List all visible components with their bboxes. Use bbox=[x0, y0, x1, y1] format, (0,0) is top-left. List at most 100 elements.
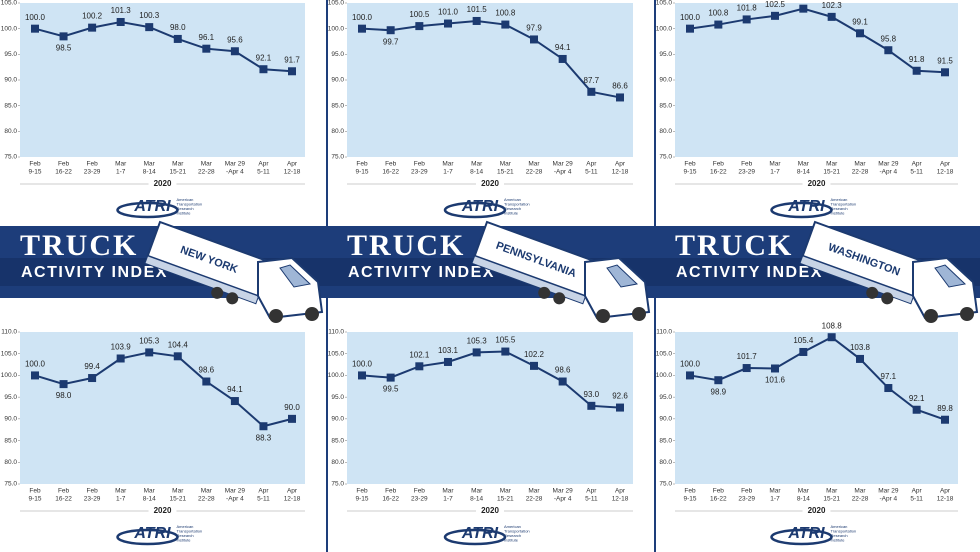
x-tick-label: Mar 29 bbox=[553, 161, 574, 168]
value-label: 101.3 bbox=[111, 6, 132, 15]
value-label: 101.0 bbox=[438, 8, 459, 17]
x-tick-label: 8-14 bbox=[470, 496, 483, 503]
x-tick-label: 1-7 bbox=[770, 169, 780, 176]
x-axis-label: 2020 bbox=[808, 506, 826, 515]
marker bbox=[31, 371, 39, 380]
value-label: 90.0 bbox=[284, 403, 300, 412]
x-tick-label: 15-21 bbox=[497, 169, 514, 176]
value-label: 91.8 bbox=[909, 55, 925, 64]
x-tick-label: Feb bbox=[713, 488, 725, 495]
marker bbox=[415, 362, 424, 371]
value-label: 105.5 bbox=[495, 336, 516, 345]
x-tick-label: Feb bbox=[356, 488, 368, 495]
x-tick-label: Apr bbox=[615, 488, 626, 495]
x-tick-label: Feb bbox=[741, 488, 753, 495]
x-tick-label: 15-21 bbox=[823, 496, 840, 503]
x-tick-label: 16-22 bbox=[382, 169, 399, 176]
marker bbox=[742, 15, 751, 24]
x-label-bg bbox=[476, 179, 504, 189]
value-label: 98.6 bbox=[555, 366, 571, 375]
value-label: 94.1 bbox=[227, 385, 243, 394]
truck: NEW YORK bbox=[144, 220, 273, 305]
y-tick-label: 85.0 bbox=[4, 102, 17, 109]
value-label: 108.8 bbox=[822, 321, 843, 330]
logo: ATRI bbox=[787, 525, 825, 542]
marker bbox=[856, 354, 864, 363]
logo-text: Transportation bbox=[177, 202, 203, 207]
marker bbox=[116, 354, 125, 363]
value-label: 91.5 bbox=[937, 56, 953, 65]
x-tick-label: Feb bbox=[87, 161, 99, 168]
logo-text: Institute bbox=[831, 211, 846, 216]
marker bbox=[288, 414, 296, 423]
x-tick-label: Feb bbox=[385, 161, 397, 168]
y-tick-label: 95.0 bbox=[4, 394, 17, 401]
series-line bbox=[689, 336, 946, 421]
logo-text: Research bbox=[504, 206, 521, 211]
wheel bbox=[553, 292, 566, 305]
x-tick-label: Apr bbox=[287, 161, 298, 168]
value-label: 104.4 bbox=[168, 340, 189, 349]
x-tick-label: 23-29 bbox=[84, 496, 101, 503]
marker bbox=[145, 23, 154, 32]
x-tick-label: 15-21 bbox=[169, 496, 186, 503]
logo-text: Institute bbox=[831, 538, 846, 543]
x-tick-label: 5-11 bbox=[257, 496, 270, 503]
trailer-side bbox=[799, 255, 915, 305]
x-tick-label: Mar bbox=[500, 488, 512, 495]
marker bbox=[415, 22, 424, 31]
marker bbox=[827, 333, 836, 342]
x-tick-label: 22-28 bbox=[852, 496, 869, 503]
x-tick-label: 5-11 bbox=[585, 496, 598, 503]
marker bbox=[912, 405, 921, 414]
x-tick-label: 5-11 bbox=[910, 169, 923, 176]
x-tick-label: 1-7 bbox=[770, 496, 780, 503]
series-line bbox=[34, 20, 293, 73]
logo-text: Institute bbox=[177, 538, 192, 543]
x-tick-label: 23-29 bbox=[738, 169, 755, 176]
marker bbox=[501, 20, 510, 29]
value-label: 100.0 bbox=[680, 13, 701, 22]
marker bbox=[799, 4, 808, 13]
plot-area bbox=[675, 3, 958, 157]
y-tick-label: 100.0 bbox=[328, 25, 345, 32]
y-tick-label: 105.0 bbox=[656, 0, 673, 7]
x-tick-label: Mar bbox=[854, 161, 866, 168]
value-label: 92.1 bbox=[909, 394, 925, 403]
wheel bbox=[632, 307, 646, 321]
x-tick-label: 5-11 bbox=[585, 169, 598, 176]
x-tick-label: 1-7 bbox=[443, 169, 453, 176]
value-label: 98.0 bbox=[56, 391, 72, 400]
value-label: 95.8 bbox=[881, 34, 897, 43]
logo-swoosh bbox=[770, 528, 833, 546]
banner-title: TRUCK bbox=[675, 229, 793, 262]
banner-title: TRUCK bbox=[20, 229, 138, 262]
marker bbox=[616, 403, 624, 412]
value-label: 88.3 bbox=[256, 433, 272, 442]
banner-subtitle: ACTIVITY INDEX bbox=[21, 264, 168, 281]
x-tick-label: Mar 29 bbox=[225, 161, 246, 168]
x-axis-label: 2020 bbox=[808, 179, 826, 188]
logo-text: Transportation bbox=[177, 529, 203, 534]
x-tick-label: Feb bbox=[385, 488, 397, 495]
y-tick-label: 85.0 bbox=[4, 437, 17, 444]
x-tick-label: Mar bbox=[798, 161, 810, 168]
y-tick-label: 75.0 bbox=[331, 154, 344, 161]
logo-swoosh bbox=[116, 528, 179, 546]
x-tick-label: 23-29 bbox=[738, 496, 755, 503]
x-label-bg bbox=[148, 506, 177, 516]
x-tick-label: 12-18 bbox=[284, 169, 301, 176]
x-tick-label: 16-22 bbox=[382, 496, 399, 503]
logo-text: American bbox=[504, 524, 521, 529]
x-tick-label: Feb bbox=[58, 161, 70, 168]
series-line bbox=[361, 19, 621, 99]
value-label: 103.8 bbox=[850, 343, 871, 352]
logo: ATRI bbox=[133, 525, 171, 542]
y-tick-label: 85.0 bbox=[659, 102, 672, 109]
x-tick-label: Feb bbox=[414, 161, 426, 168]
marker bbox=[116, 17, 125, 26]
value-label: 100.0 bbox=[352, 360, 373, 369]
x-tick-label: 8-14 bbox=[797, 169, 810, 176]
marker bbox=[941, 415, 949, 424]
wheel bbox=[960, 307, 974, 321]
